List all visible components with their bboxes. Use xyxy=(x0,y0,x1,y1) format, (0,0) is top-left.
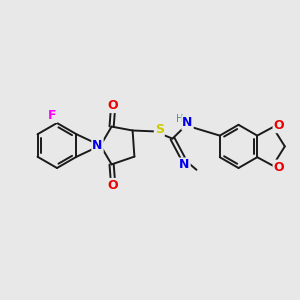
Text: N: N xyxy=(182,116,193,130)
Text: F: F xyxy=(48,109,57,122)
Text: O: O xyxy=(107,179,118,192)
Text: O: O xyxy=(274,160,284,174)
Text: O: O xyxy=(274,119,284,132)
Text: H: H xyxy=(176,114,183,124)
Text: N: N xyxy=(92,139,103,152)
Text: N: N xyxy=(179,158,190,172)
Text: S: S xyxy=(155,123,164,136)
Text: O: O xyxy=(107,99,118,112)
